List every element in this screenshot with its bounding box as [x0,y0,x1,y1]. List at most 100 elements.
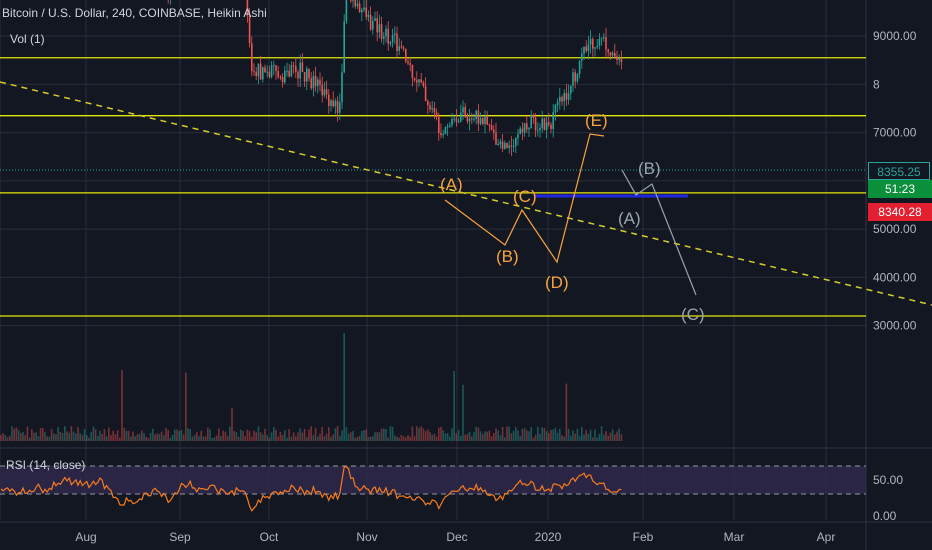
volume-bar [132,431,134,441]
volume-bar [33,432,35,441]
volume-bar [103,429,106,441]
volume-bar [215,435,218,441]
volume-bar [407,435,409,441]
volume-bar [13,428,15,441]
volume-bar [288,429,290,441]
volume-bar [99,430,101,441]
volume-bar [378,432,381,441]
price-tick-label: 7000.00 [873,126,917,140]
volume-bar [39,428,42,441]
candle-body [297,72,299,79]
volume-bar [475,426,477,441]
candle-body [334,100,337,107]
volume-bar [152,428,154,441]
volume-bar [237,436,240,441]
volume-bar [413,436,416,441]
volume-bar [585,430,587,441]
volume-bar [534,434,537,441]
descending-trendline [0,81,932,306]
volume-bar [81,434,84,441]
candle-body [539,127,541,131]
volume-bar [50,429,53,441]
volume-bar [321,426,323,441]
candle-body [567,93,570,100]
candle-body [488,124,491,126]
price-tick-label: 9000.00 [873,29,917,43]
volume-bar [59,432,62,441]
volume-bar [603,434,605,441]
volume-bar [576,428,579,441]
candle-body [400,46,403,48]
rsi-tick-label: 0.00 [873,509,897,523]
volume-bar [453,370,455,441]
volume-bar [528,431,530,441]
volume-bar [567,428,570,441]
volume-bar [352,430,354,441]
volume-bar [286,437,288,441]
volume-bar [508,426,510,441]
volume-bar [9,435,11,441]
candle-body [554,105,557,113]
volume-bar [418,428,420,441]
elliott-wave-orange-path [444,133,605,264]
candle-body [378,24,381,33]
volume-bar [301,432,304,441]
candle-body [493,129,495,133]
volume-bar [196,432,198,441]
volume-bar [510,433,513,441]
volume-bar [501,426,504,441]
volume-bar [374,432,376,441]
volume-bar [365,429,367,441]
volume-bar [141,430,143,441]
volume-bar [70,426,73,441]
volume-bar [387,437,389,441]
volume-bar [367,437,370,441]
candle-body [523,123,526,133]
candle-body [583,46,585,54]
volume-bar [169,437,172,441]
volume-bar [592,437,594,441]
volume-bar [559,428,561,441]
volume-bar [424,431,427,441]
volume-bar [308,429,310,441]
candle-body [413,78,416,81]
volume-bar [512,430,515,441]
volume-bar [37,436,40,441]
volume-bar [226,435,229,441]
candle-body [270,65,273,77]
volume-bar [556,432,559,441]
candle-body [330,100,332,106]
volume-bar [187,428,189,441]
candle-body [607,49,609,53]
volume-bar [600,426,603,441]
volume-label: Vol (1) [10,32,45,46]
volume-bar [176,429,178,441]
candle-body [376,18,378,33]
volume-bar [504,437,506,441]
volume-bar [532,437,535,441]
volume-bar [589,429,592,441]
volume-bar [189,429,191,441]
rsi-band [0,466,866,494]
time-tick-label: Dec [446,530,467,544]
volume-bar [554,427,557,441]
volume-bar [299,428,301,441]
volume-bar [125,430,128,441]
volume-bar [565,383,568,441]
candle-body [605,37,607,50]
volume-bar [248,431,251,441]
candle-body [255,71,257,77]
volume-bar [473,432,475,441]
volume-bar [246,429,249,441]
volume-bar [310,426,312,441]
volume-bar [354,437,356,441]
candle-body [387,28,389,44]
candle-body [598,39,601,46]
candle-body [352,0,354,1]
volume-bar [332,434,334,441]
volume-bar [402,436,405,441]
candle-body [482,118,484,125]
elliott-label-orange: (D) [545,273,569,292]
volume-bar [488,430,491,441]
